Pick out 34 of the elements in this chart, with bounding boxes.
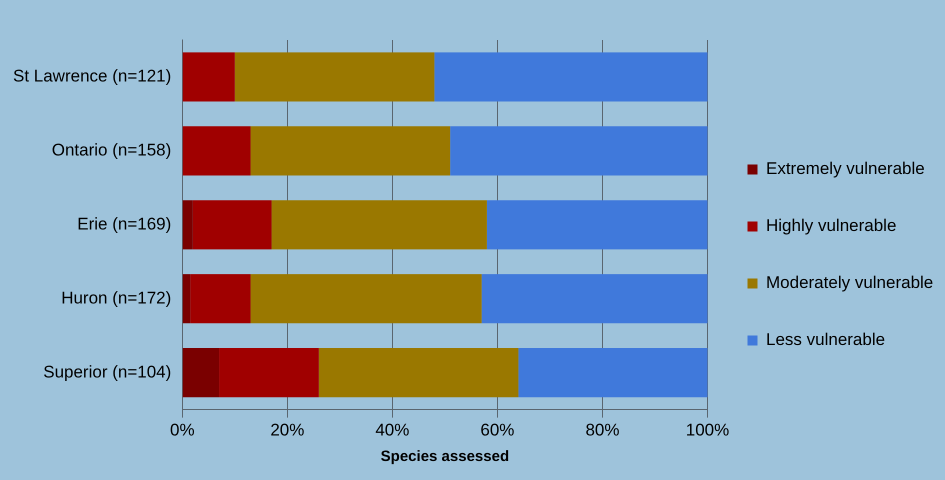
- x-tick-label: 0%: [170, 420, 195, 440]
- bar: [234, 52, 434, 102]
- bar: [318, 348, 518, 398]
- bar: [182, 348, 220, 398]
- x-tick-label: 20%: [270, 420, 304, 440]
- bar: [272, 200, 487, 250]
- bar: [450, 126, 708, 176]
- bar: [434, 52, 708, 102]
- x-tick-label: 40%: [375, 420, 410, 440]
- bar: [250, 126, 450, 176]
- y-tick-label: Ontario (n=158): [52, 140, 172, 160]
- legend-label: Extremely vulnerable: [766, 159, 925, 178]
- bar: [182, 52, 235, 102]
- x-tick-label: 100%: [686, 420, 730, 440]
- y-tick-label: Superior (n=104): [43, 362, 172, 382]
- y-tick-label: Huron (n=172): [61, 288, 172, 308]
- legend-label: Moderately vulnerable: [766, 273, 934, 292]
- bar: [192, 200, 272, 250]
- bar: [250, 274, 482, 324]
- bar: [190, 274, 251, 324]
- bar: [482, 274, 708, 324]
- x-axis-title: Species assessed: [380, 448, 510, 466]
- bar: [219, 348, 319, 398]
- legend-label: Highly vulnerable: [766, 216, 896, 236]
- bar: [182, 126, 251, 176]
- bar: [486, 200, 708, 250]
- legend-label: Less vulnerable: [766, 330, 886, 350]
- y-tick-label: St Lawrence (n=121): [12, 66, 172, 86]
- x-tick-label: 60%: [480, 420, 514, 440]
- x-tick-label: 80%: [585, 420, 620, 440]
- bar: [518, 348, 708, 398]
- bar: [182, 200, 193, 250]
- bar: [182, 274, 190, 324]
- y-tick-label: Erie (n=169): [77, 214, 172, 234]
